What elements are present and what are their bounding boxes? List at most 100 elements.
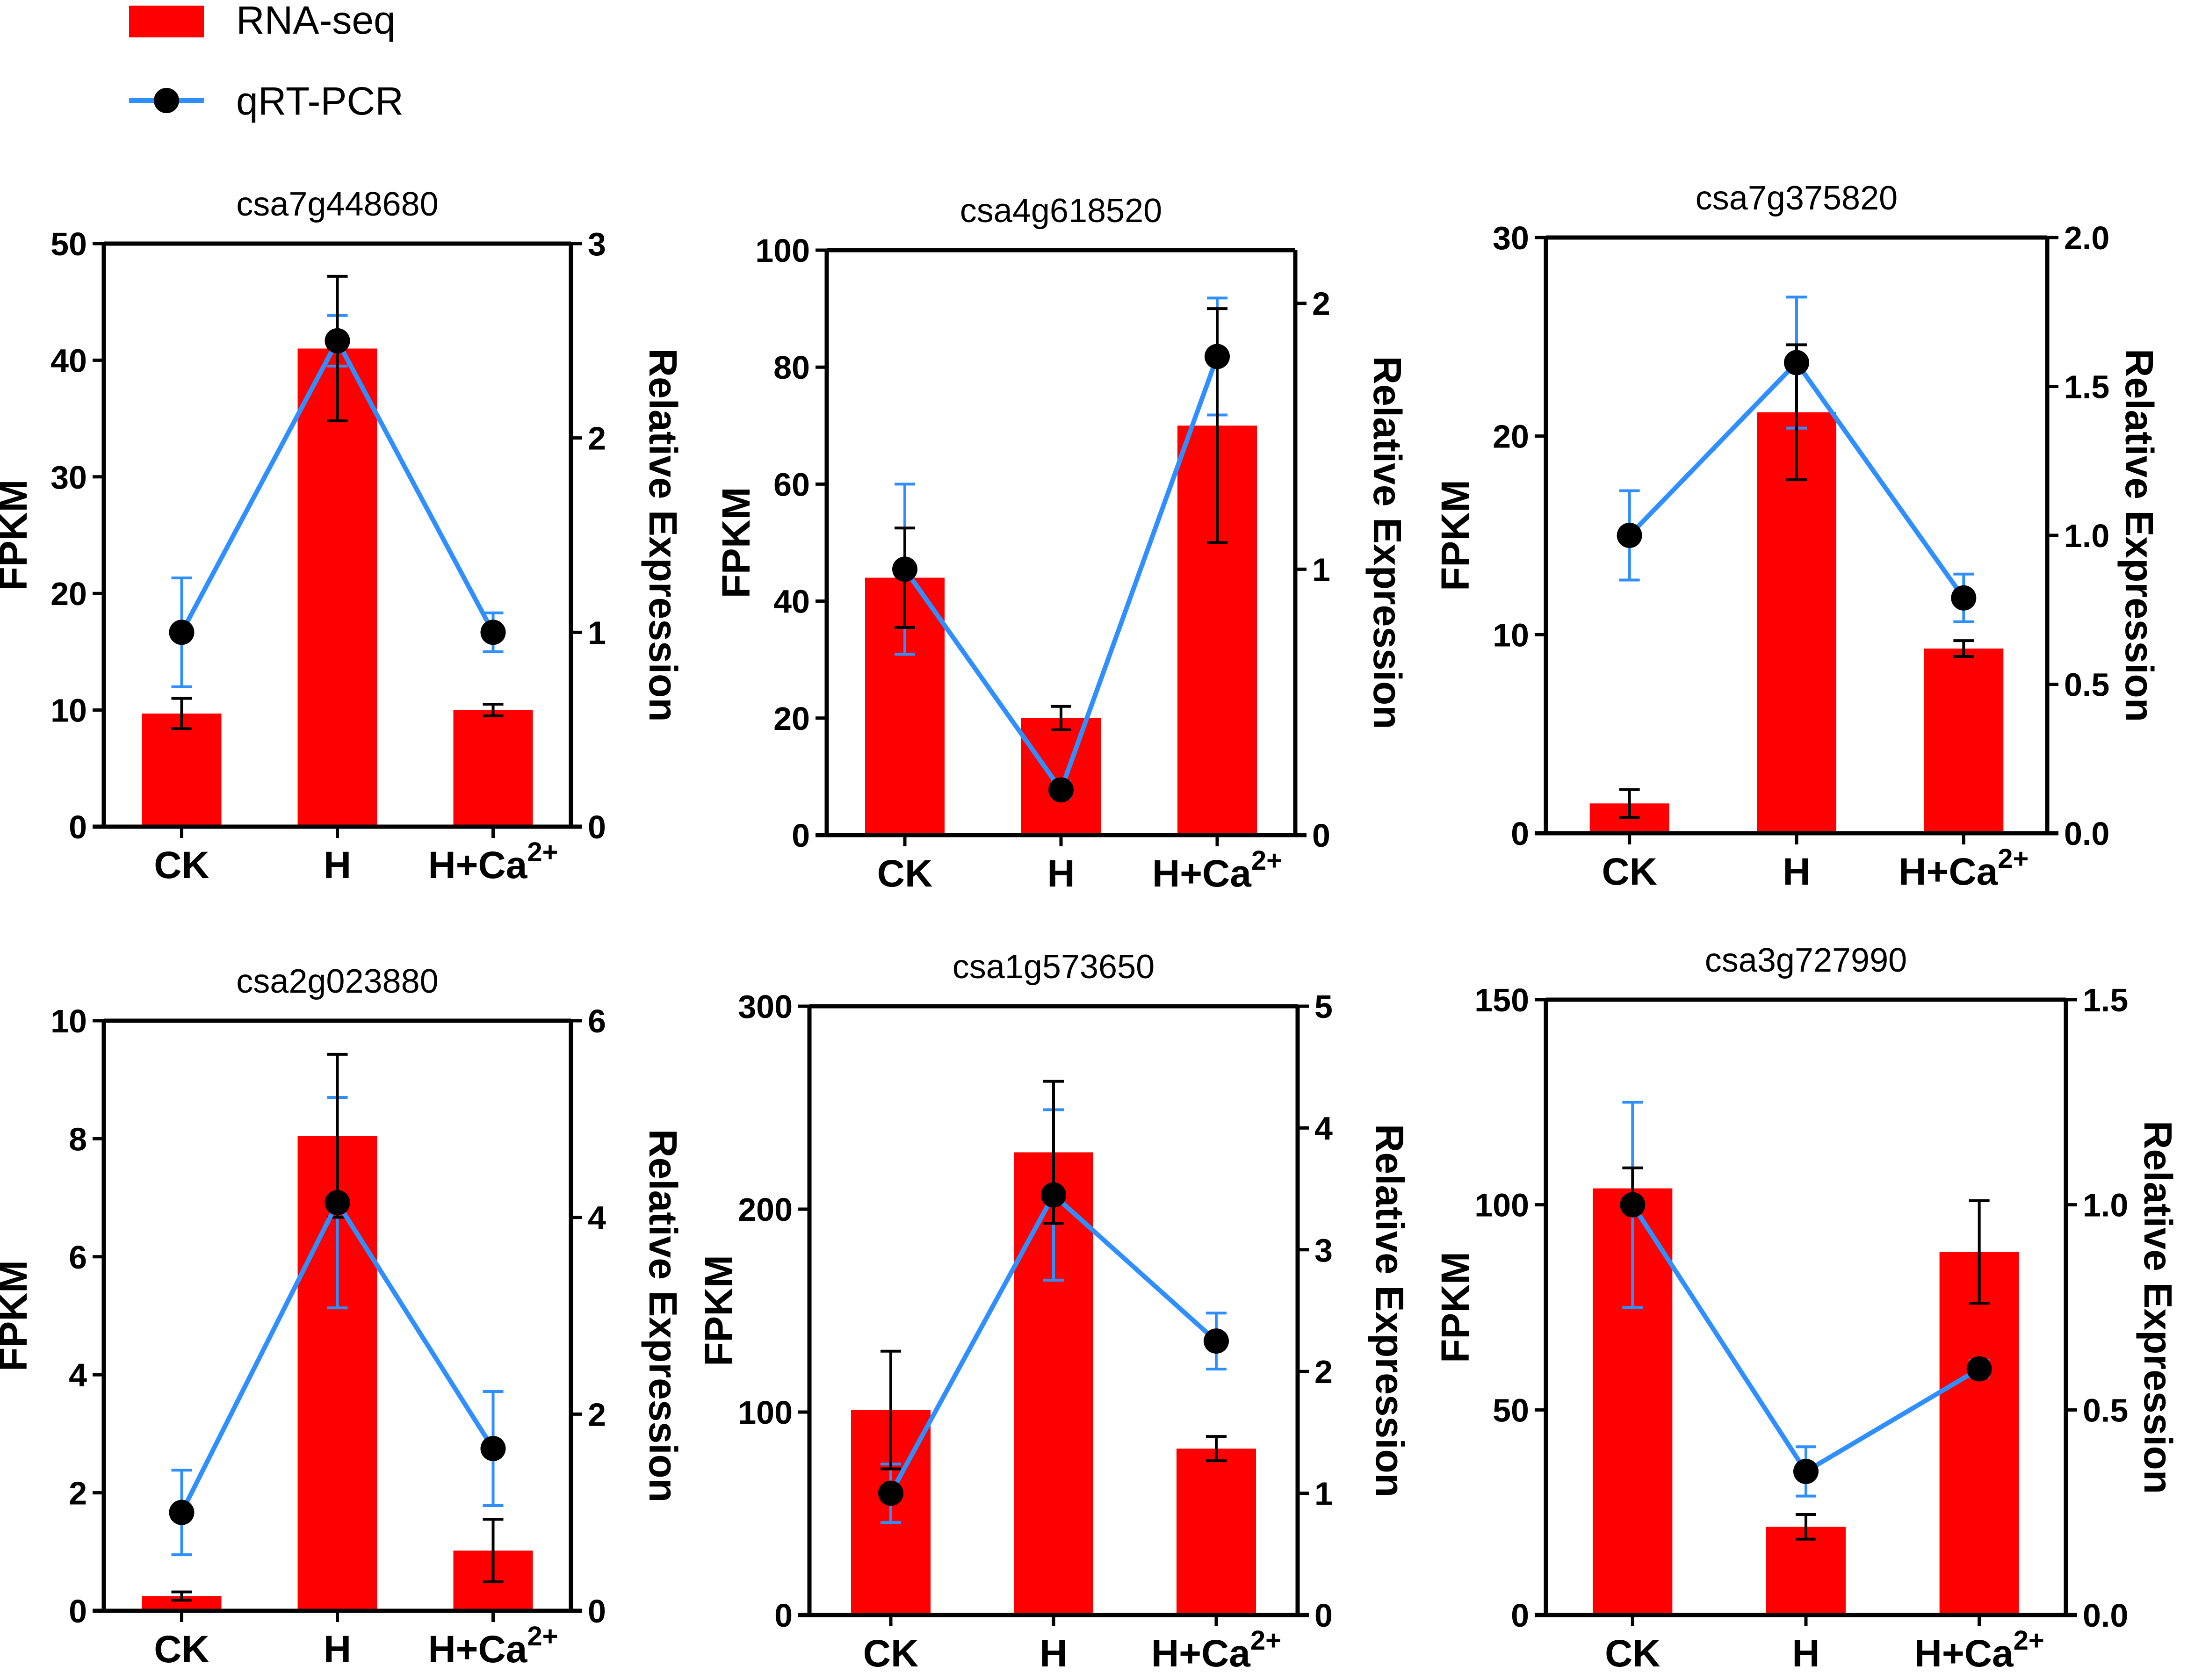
chart-title: csa7g448680 [236,186,438,223]
y-tick-label-right: 5 [1314,988,1333,1025]
y-tick-label-left: 10 [51,1003,87,1039]
x-tick-label: H+Ca2+ [1899,844,2029,893]
marker-qrtpcr [169,620,195,645]
x-tick-label: H+Ca2+ [1152,845,1282,895]
y-tick-label-right: 0.5 [2064,667,2109,703]
x-tick-label-text: CK [1605,1632,1660,1675]
error-bar-rnaseq [1796,1513,1816,1541]
x-tick-label-text: H [1047,852,1075,895]
error-bar-rnaseq [483,1518,504,1584]
bar-rnaseq [1766,1527,1846,1615]
y-tick-label-left: 2 [69,1475,87,1512]
y-tick-label-left: 8 [69,1121,87,1157]
marker-qrtpcr [325,328,350,353]
y-tick-label-right: 0.0 [2083,1597,2128,1634]
bar-rnaseq [1924,649,2004,833]
y-tick-label-right: 2 [588,420,606,457]
x-tick-label-text: H+Ca [1152,852,1252,895]
y-tick-label-right: 1 [588,614,606,651]
x-tick-label: H [1783,851,1810,893]
x-tick-label-superscript: 2+ [527,1621,558,1651]
x-tick-label: CK [863,1632,918,1675]
y-tick-label-right: 2 [1312,286,1330,322]
bar-rnaseq [142,714,222,827]
marker-qrtpcr [892,556,917,582]
y-tick-label-right: 0 [588,1593,606,1630]
x-tick-label-text: H+Ca [1151,1632,1251,1675]
y-tick-label-right: 4 [1314,1110,1333,1146]
marker-qrtpcr [1041,1182,1066,1208]
y-tick-label-left: 6 [69,1239,87,1276]
x-tick-label: H+Ca2+ [1914,1625,2044,1675]
marker-qrtpcr [1784,350,1809,375]
line-qrtpcr [1631,1203,1981,1474]
chart-title: csa7g375820 [1696,180,1898,217]
x-tick-label-text: CK [154,1628,209,1671]
x-tick-label: CK [1605,1632,1660,1675]
x-tick-label-superscript: 2+ [1251,845,1282,876]
bar-rnaseq [1177,1449,1256,1615]
x-tick-label-superscript: 2+ [527,837,558,867]
y-tick-label-right: 1.0 [2064,518,2109,554]
x-tick-label: H [1047,852,1075,895]
y-tick-label-right: 1.5 [2064,369,2109,405]
y-tick-label-right: 4 [588,1200,606,1236]
y-tick-label-left: 200 [738,1191,793,1228]
error-bar-rnaseq [1051,705,1071,731]
x-tick-label-text: H+Ca [428,844,527,887]
y-axis-title-right: Relative Expression [1365,356,1409,729]
legend-line-label: qRT-PCR [236,79,404,123]
y-tick-label-right: 0 [1312,817,1330,854]
legend-marker-swatch [154,88,179,113]
x-tick-label-text: CK [1602,851,1657,893]
x-tick-label-text: H [324,844,351,887]
y-tick-label-right: 1 [1312,551,1330,588]
x-tick-label: H [1040,1632,1067,1675]
x-tick-label-superscript: 2+ [1998,844,2029,874]
y-tick-label-left: 60 [773,466,810,503]
y-tick-label-right: 2 [588,1396,606,1433]
marker-qrtpcr [325,1190,350,1216]
y-tick-label-right: 2 [1314,1354,1333,1390]
y-tick-label-left: 50 [51,226,87,262]
y-tick-label-right: 0 [1314,1597,1333,1634]
y-axis-title-left: FPKM [714,487,758,598]
y-tick-label-left: 0 [69,809,87,845]
marker-qrtpcr [1204,1328,1229,1354]
y-tick-label-left: 50 [1493,1392,1529,1428]
y-tick-label-right: 3 [1314,1232,1333,1269]
x-tick-label-text: H [324,1628,351,1671]
y-tick-label-left: 20 [51,576,87,612]
marker-qrtpcr [480,1435,506,1461]
chart-panel: csa4g618520 0 20 40 60 80 100 0 1 2 CK H H+Ca2+ FPKM R… [714,192,1409,895]
y-tick-label-left: 10 [1493,617,1529,653]
x-tick-label-superscript: 2+ [2014,1625,2044,1656]
x-tick-label-text: H [1040,1632,1067,1675]
legend-bar-swatch [129,6,204,37]
y-tick-label-left: 0 [1511,815,1529,852]
marker-qrtpcr [1793,1458,1819,1484]
y-axis-title-left: FPKM [1433,1252,1477,1363]
y-tick-label-left: 0 [792,817,810,854]
y-tick-label-left: 0 [774,1597,793,1634]
y-tick-label-right: 0.0 [2064,815,2109,852]
y-tick-label-left: 80 [773,349,810,386]
y-tick-label-right: 3 [588,226,606,262]
y-tick-label-left: 0 [69,1593,87,1630]
y-axis-title-left: FPKM [0,480,35,591]
x-tick-label-text: H+Ca [428,1628,527,1671]
y-tick-label-left: 40 [51,342,87,379]
x-tick-label-text: H [1783,851,1810,893]
y-tick-label-left: 4 [69,1357,87,1393]
marker-qrtpcr [878,1480,903,1506]
x-tick-label: H+Ca2+ [428,1621,558,1671]
marker-qrtpcr [480,620,506,645]
y-tick-label-left: 40 [773,584,810,620]
error-bar-rnaseq [1969,1199,1990,1305]
bar-rnaseq [1021,718,1101,835]
marker-qrtpcr [169,1500,195,1525]
marker-qrtpcr [1951,585,1977,611]
x-tick-label-text: CK [154,844,209,887]
y-axis-title-right: Relative Expression [641,1129,685,1502]
chart-panel: csa3g727990 0 50 100 150 0.0 0.5 1.0 1.5 CK H H+Ca2… [1433,942,2180,1675]
